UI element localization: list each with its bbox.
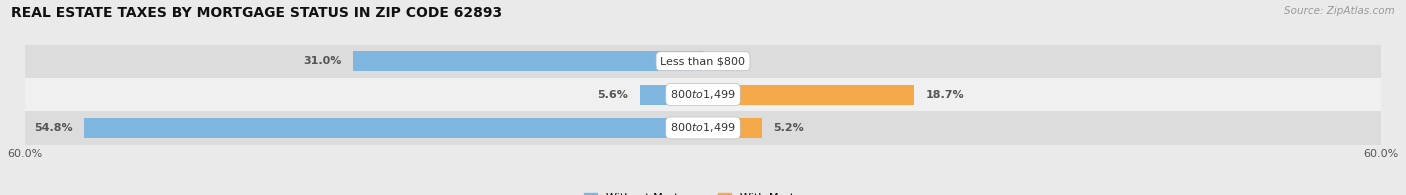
Bar [640, 85, 703, 105]
Text: 31.0%: 31.0% [304, 56, 342, 66]
Text: 0.0%: 0.0% [714, 56, 745, 66]
Text: Source: ZipAtlas.com: Source: ZipAtlas.com [1284, 6, 1395, 16]
Text: 5.2%: 5.2% [773, 123, 804, 133]
Bar [25, 45, 1381, 78]
Legend: Without Mortgage, With Mortgage: Without Mortgage, With Mortgage [579, 189, 827, 195]
Text: REAL ESTATE TAXES BY MORTGAGE STATUS IN ZIP CODE 62893: REAL ESTATE TAXES BY MORTGAGE STATUS IN … [11, 6, 502, 20]
Bar [84, 118, 703, 138]
Text: $800 to $1,499: $800 to $1,499 [671, 88, 735, 101]
Text: 18.7%: 18.7% [925, 90, 965, 100]
Bar [25, 78, 1381, 111]
Bar [703, 85, 914, 105]
Bar [25, 111, 1381, 144]
Bar [703, 118, 762, 138]
Text: 5.6%: 5.6% [598, 90, 628, 100]
Bar [353, 51, 703, 71]
Text: 54.8%: 54.8% [34, 123, 73, 133]
Text: $800 to $1,499: $800 to $1,499 [671, 121, 735, 134]
Text: Less than $800: Less than $800 [661, 56, 745, 66]
